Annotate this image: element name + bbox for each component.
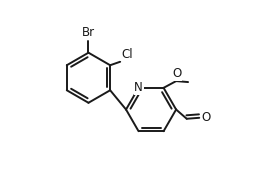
Text: Br: Br [82, 26, 95, 39]
Text: N: N [134, 81, 143, 94]
Text: O: O [172, 67, 181, 80]
Text: Cl: Cl [121, 48, 133, 61]
Text: O: O [201, 111, 211, 124]
